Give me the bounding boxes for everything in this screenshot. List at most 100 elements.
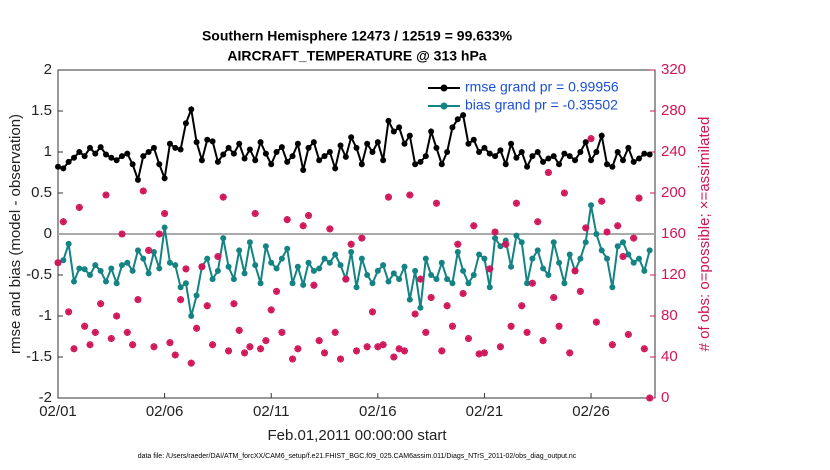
- y2-tick-label: 160: [661, 225, 686, 242]
- point: [481, 255, 488, 262]
- point: [444, 149, 451, 155]
- point: [428, 128, 435, 135]
- assimilated-marker: [624, 330, 632, 338]
- point: [273, 265, 280, 272]
- point: [518, 149, 525, 155]
- y2-tick-label: 200: [661, 184, 686, 201]
- assimilated-marker: [331, 328, 339, 336]
- assimilated-marker: [91, 328, 99, 336]
- assimilated-marker: [459, 289, 467, 297]
- assimilated-marker: [379, 341, 387, 349]
- point: [305, 259, 312, 266]
- point: [556, 161, 563, 168]
- point: [396, 276, 403, 283]
- x-tick-label: 02/26: [572, 403, 610, 420]
- assimilated-marker: [267, 306, 275, 314]
- point: [630, 158, 637, 165]
- assimilated-marker: [129, 341, 137, 349]
- assimilated-marker: [518, 302, 526, 310]
- assimilated-marker: [630, 234, 638, 242]
- point: [102, 278, 109, 285]
- assimilated-marker: [566, 349, 574, 357]
- point: [294, 263, 301, 270]
- point: [470, 136, 477, 143]
- point: [225, 144, 232, 151]
- y2-tick-label: 120: [661, 266, 686, 283]
- y2-tick-label: 40: [661, 348, 678, 365]
- assimilated-marker: [523, 328, 531, 336]
- assimilated-marker: [422, 328, 430, 336]
- y-tick-label: -0.5: [26, 266, 52, 283]
- assimilated-marker: [438, 347, 446, 355]
- assimilated-marker: [59, 218, 67, 226]
- point: [230, 150, 237, 157]
- y-tick-label: -1.5: [26, 348, 52, 365]
- point: [641, 150, 648, 157]
- point: [529, 153, 536, 160]
- point: [321, 153, 328, 160]
- point: [65, 240, 72, 247]
- point: [81, 153, 88, 160]
- point: [566, 153, 573, 160]
- point: [438, 259, 445, 266]
- assimilated-marker: [512, 199, 520, 207]
- point: [609, 163, 616, 170]
- assimilated-marker: [161, 210, 169, 217]
- legend-marker: [440, 102, 448, 110]
- point: [86, 144, 93, 151]
- assimilated-marker: [384, 193, 392, 201]
- point: [609, 284, 616, 291]
- assimilated-marker: [427, 294, 435, 302]
- point: [406, 132, 413, 139]
- point: [412, 161, 419, 168]
- assimilated-marker: [619, 253, 627, 261]
- point: [390, 128, 397, 135]
- point: [60, 257, 67, 264]
- point: [140, 255, 147, 262]
- point: [454, 249, 461, 256]
- point: [385, 278, 392, 285]
- assimilated-marker: [646, 394, 654, 402]
- point: [353, 284, 360, 291]
- point: [348, 249, 355, 256]
- point: [374, 139, 381, 146]
- assimilated-marker: [193, 324, 201, 332]
- point: [492, 153, 499, 160]
- assimilated-marker: [70, 345, 78, 353]
- assimilated-marker: [406, 191, 414, 199]
- point: [188, 106, 195, 113]
- point: [284, 245, 291, 252]
- assimilated-marker: [603, 228, 611, 236]
- point: [316, 157, 323, 164]
- point: [193, 292, 200, 299]
- point: [620, 157, 627, 164]
- point: [614, 243, 621, 250]
- point: [278, 255, 285, 262]
- point: [497, 243, 504, 250]
- point: [204, 136, 211, 143]
- point: [102, 151, 109, 158]
- point: [593, 149, 600, 155]
- point: [156, 161, 163, 168]
- point: [369, 149, 376, 155]
- point: [193, 139, 200, 146]
- point: [625, 251, 632, 258]
- assimilated-marker: [241, 349, 249, 357]
- point: [550, 239, 557, 246]
- point: [177, 284, 184, 291]
- point: [326, 259, 333, 266]
- point: [486, 284, 493, 291]
- assimilated-marker: [368, 308, 376, 316]
- point: [118, 153, 125, 160]
- point: [252, 262, 259, 269]
- assimilated-marker: [123, 328, 131, 336]
- point: [172, 144, 179, 151]
- x-tick-label: 02/01: [39, 403, 77, 420]
- point: [198, 157, 205, 164]
- point: [134, 176, 141, 183]
- point: [465, 280, 472, 287]
- assimilated-marker: [171, 351, 179, 359]
- assimilated-marker: [134, 296, 142, 304]
- y2-tick-label: 0: [661, 389, 669, 406]
